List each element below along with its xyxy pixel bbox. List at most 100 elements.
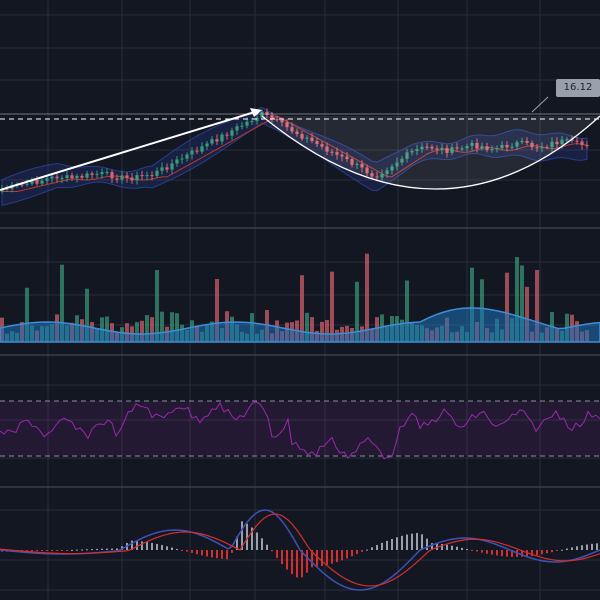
candle-body [335,152,339,155]
macd-histogram-bar [51,550,53,551]
macd-histogram-bar [256,532,258,550]
volume-bar [155,270,159,342]
macd-histogram-bar [301,550,303,578]
candle-body [130,177,134,181]
candle-body [300,134,304,139]
macd-histogram-bar [241,521,243,550]
macd-histogram-bar [586,544,588,550]
macd-histogram-bar [561,549,563,551]
macd-histogram-bar [71,549,73,551]
rsi-line [0,401,600,460]
macd-histogram-bar [151,542,153,550]
candle-body [365,167,369,174]
macd-histogram-bar [46,550,48,551]
macd-histogram-bar [206,550,208,557]
candle-body [520,140,524,143]
volume-bar [305,312,309,342]
macd-histogram-bar [476,550,478,552]
macd-histogram-bar [366,549,368,551]
macd-histogram-bar [211,550,213,558]
candle-body [515,142,519,147]
candle-body [215,139,219,142]
volume-bar [150,317,154,342]
volume-bar [300,275,304,342]
macd-histogram-bar [136,540,138,550]
candle-body [405,152,409,159]
macd-histogram-bar [456,546,458,550]
candle-body [220,134,224,142]
candle-body [580,141,584,145]
candle-body [40,180,44,184]
macd-histogram-bar [116,548,118,550]
candle-body [70,175,74,178]
candle-body [490,148,494,150]
candle-body [295,131,299,135]
candle-body [330,151,334,153]
candle-body [60,178,64,180]
candle-body [380,174,384,178]
macd-histogram-bar [571,547,573,550]
candle-body [180,158,184,160]
macd-histogram-bar [281,550,283,565]
macd-histogram-bar [31,550,33,552]
macd-histogram-bar [496,550,498,556]
candle-body [105,172,109,174]
macd-histogram-bar [391,538,393,550]
macd-histogram-bar [111,548,113,550]
macd-histogram-bar [506,550,508,557]
candle-body [165,167,169,170]
macd-histogram-bar [271,550,273,552]
volume-bar [520,265,524,342]
candle-body [325,146,329,152]
macd-histogram-bar [486,550,488,554]
candle-body [450,147,454,153]
candle-body [140,175,144,177]
macd-histogram-bar [181,550,183,551]
candle-body [285,122,289,128]
macd-histogram-bar [381,542,383,550]
macd-histogram-bar [191,550,193,553]
macd-histogram-bar [316,550,318,567]
candle-body [545,147,549,149]
candle-body [95,173,99,175]
macd-histogram-bar [156,543,158,550]
macd-histogram-bar [291,550,293,575]
candle-body [530,142,534,148]
candle-body [465,145,469,149]
macd-histogram-bar [276,550,278,558]
candle-body [225,134,229,136]
candle-body [265,111,269,116]
candle-body [20,184,24,186]
macd-histogram-bar [576,546,578,550]
macd-histogram-bar [351,550,353,557]
candle-body [505,144,509,148]
candle-body [200,146,204,152]
volume-bar [140,320,144,342]
macd-histogram-bar [56,550,58,551]
macd-histogram-bar [101,548,103,550]
candle-body [230,130,234,136]
macd-histogram-bar [401,535,403,550]
candle-body [385,170,389,175]
trend-arrow-head [250,108,262,117]
candle-body [495,148,499,150]
candle-body [25,183,29,185]
volume-bar [525,286,529,342]
macd-histogram-bar [581,545,583,550]
macd-histogram-bar [461,547,463,550]
volume-bar [405,280,409,342]
moving-average-line [2,115,588,193]
volume-bar [505,272,509,342]
macd-histogram-bar [171,547,173,550]
candle-body [305,137,309,139]
price-label-leader [531,96,549,113]
macd-histogram-bar [546,550,548,554]
candle-body [290,127,294,132]
candle-body [485,146,489,150]
macd-histogram-bar [556,550,558,551]
macd-histogram-bar [81,549,83,551]
macd-histogram-bar [326,550,328,565]
candle-body [0,189,4,192]
